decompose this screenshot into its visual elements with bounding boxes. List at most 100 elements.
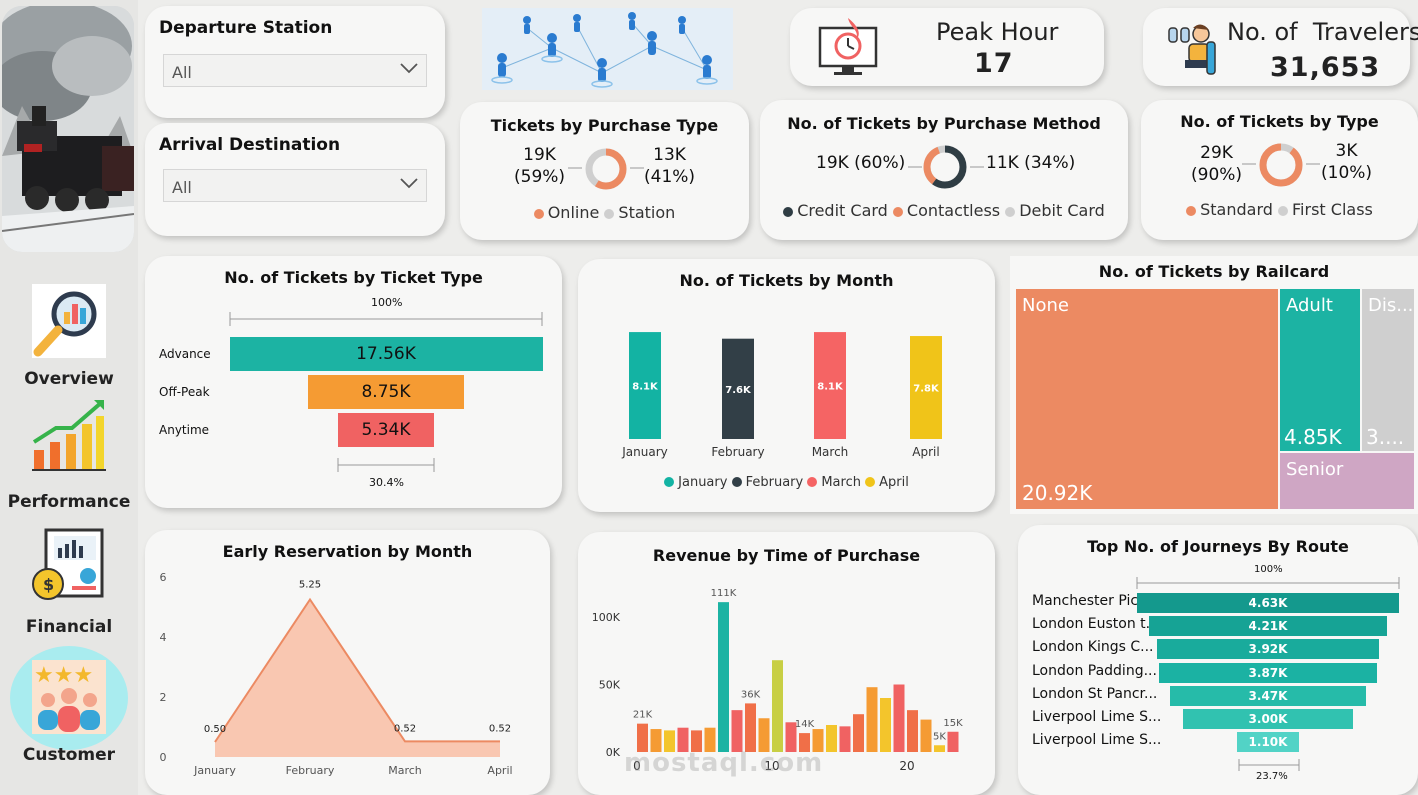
revenue-bar[interactable]	[718, 602, 729, 752]
peak-hour-title: Peak Hour	[936, 18, 1059, 46]
chevron-down-icon	[400, 63, 418, 74]
routes-bottom-pct: 23.7%	[1256, 771, 1288, 782]
railcard-cell-senior[interactable]: Senior	[1280, 453, 1414, 509]
ticket-class-legend: Standard First Class	[1141, 200, 1418, 219]
legend-item-online[interactable]: Online	[533, 203, 599, 222]
legend-item-station[interactable]: Station	[604, 203, 675, 222]
purchase-type-legend: Online Station	[460, 203, 749, 222]
nav-performance-label: Performance	[7, 492, 131, 512]
revenue-bar[interactable]	[934, 745, 945, 752]
route-name: Manchester Picc...	[1032, 593, 1160, 609]
top-routes-card: Top No. of Journeys By Route 100% Manche…	[1018, 525, 1418, 795]
revenue-bar[interactable]	[785, 722, 797, 752]
route-name: London Padding...	[1032, 662, 1157, 679]
area-y-tick: 6	[160, 571, 167, 584]
legend-item-march[interactable]: March	[807, 475, 861, 490]
chevron-down-icon	[400, 178, 418, 189]
revenue-bar[interactable]	[893, 684, 905, 753]
area-line[interactable]	[214, 597, 500, 743]
funnel-bar[interactable]: 5.34K	[338, 413, 434, 447]
revenue-bar[interactable]	[704, 727, 716, 752]
route-bar[interactable]: 4.63K	[1137, 593, 1399, 613]
route-bar[interactable]: 3.92K	[1157, 639, 1379, 660]
route-bar[interactable]: 3.47K	[1169, 685, 1367, 706]
revenue-bar[interactable]	[731, 710, 743, 752]
area-x-tick: April	[487, 764, 512, 777]
revenue-bar[interactable]	[866, 687, 878, 752]
revenue-bar[interactable]	[907, 710, 918, 752]
route-bar[interactable]: 3.87K	[1158, 662, 1378, 683]
month-bar[interactable]	[629, 332, 661, 439]
funnel-bar[interactable]: 8.75K	[308, 375, 464, 409]
revenue-bar[interactable]	[812, 729, 824, 752]
revenue-bar[interactable]	[772, 660, 783, 752]
legend-item-contactless[interactable]: Contactless	[892, 201, 1000, 220]
tickets-by-month-chart: 8.1K January 7.6K February 8.1K March 7.8K Apri…	[621, 332, 942, 459]
month-bar[interactable]	[910, 336, 942, 439]
area-x-tick: January	[193, 764, 236, 777]
route-bar[interactable]: 4.21K	[1148, 616, 1388, 637]
revenue-bar[interactable]	[853, 714, 864, 752]
revenue-by-time-card: Revenue by Time of Purchase 0K 50K 100K 21K…	[578, 532, 995, 795]
railcard-card: No. of Tickets by Railcard None 20.92K A…	[1010, 256, 1418, 514]
revenue-bar[interactable]	[839, 726, 851, 752]
funnel-bar[interactable]: 17.56K	[229, 337, 543, 371]
month-bar-label: 8.1K	[632, 382, 659, 393]
route-row[interactable]: London Kings C... 3.92K	[1018, 639, 1418, 660]
route-row[interactable]: London Euston t... 4.21K	[1018, 616, 1418, 637]
route-row[interactable]: London Padding... 3.87K	[1018, 662, 1418, 683]
arrival-select[interactable]: All	[163, 169, 427, 202]
route-row[interactable]: Liverpool Lime S... 1.10K	[1018, 732, 1418, 753]
nav-overview[interactable]: Overview	[0, 280, 138, 395]
revenue-bar[interactable]	[920, 719, 932, 752]
month-axis-tick: February	[711, 445, 764, 459]
revenue-bar[interactable]	[664, 730, 675, 752]
nav-customer[interactable]: ★★★ Customer	[0, 646, 138, 766]
route-name: London Kings C...	[1032, 639, 1154, 656]
revenue-bar[interactable]	[880, 698, 891, 752]
purchase-type-donut	[585, 148, 627, 190]
nav-customer-label: Customer	[22, 745, 116, 765]
legend-item-january[interactable]: January	[664, 475, 727, 490]
legend-item-first-class[interactable]: First Class	[1278, 200, 1373, 219]
revenue-bar[interactable]	[947, 731, 959, 752]
route-bar[interactable]: 3.00K	[1183, 709, 1353, 729]
revenue-point-label: 36K	[741, 689, 761, 700]
revenue-bar[interactable]	[758, 718, 770, 752]
month-bar-label: 7.6K	[725, 385, 752, 396]
route-row[interactable]: London St Pancr... 3.47K	[1018, 685, 1418, 706]
legend-item-april[interactable]: April	[865, 475, 909, 490]
month-bar[interactable]	[722, 338, 754, 439]
route-row[interactable]: Manchester Picc... 4.63K	[1018, 593, 1418, 613]
purchase-method-left-label: 19K (60%)	[816, 153, 906, 173]
route-bar[interactable]: 1.10K	[1236, 732, 1300, 753]
revenue-bar[interactable]	[799, 733, 810, 752]
month-bar[interactable]	[814, 332, 846, 439]
arrival-filter-card: Arrival Destination All	[145, 123, 445, 236]
route-row[interactable]: Liverpool Lime S... 3.00K	[1018, 709, 1418, 729]
funnel-top-pct: 100%	[371, 296, 403, 309]
month-bar-label: 7.8K	[913, 384, 940, 395]
top-routes-title: Top No. of Journeys By Route	[1087, 537, 1349, 556]
revenue-bar[interactable]	[677, 727, 689, 752]
railcard-cell-disabled[interactable]: Dis... 3....	[1362, 289, 1414, 451]
revenue-bar[interactable]	[745, 703, 756, 752]
revenue-bar[interactable]	[826, 725, 837, 752]
departure-select[interactable]: All	[163, 54, 427, 87]
area-y-tick: 0	[160, 751, 167, 764]
travelers-title: No. of Travelers	[1227, 18, 1418, 46]
railcard-cell-none[interactable]: None 20.92K	[1016, 289, 1278, 509]
railcard-cell-adult[interactable]: Adult 4.85K	[1280, 289, 1360, 451]
nav-financial[interactable]: $ Financial	[0, 528, 138, 640]
revenue-bar[interactable]	[691, 730, 702, 752]
legend-item-february[interactable]: February	[731, 475, 803, 490]
funnel-top-bracket	[229, 312, 543, 326]
revenue-bar[interactable]	[650, 729, 662, 752]
legend-item-credit-card[interactable]: Credit Card	[783, 201, 888, 220]
area-fill	[215, 599, 500, 757]
revenue-bar[interactable]	[637, 723, 648, 752]
legend-item-debit-card[interactable]: Debit Card	[1005, 201, 1105, 220]
nav-performance[interactable]: Performance	[0, 398, 138, 516]
legend-item-standard[interactable]: Standard	[1186, 200, 1273, 219]
nav-financial-label: Financial	[25, 617, 113, 637]
